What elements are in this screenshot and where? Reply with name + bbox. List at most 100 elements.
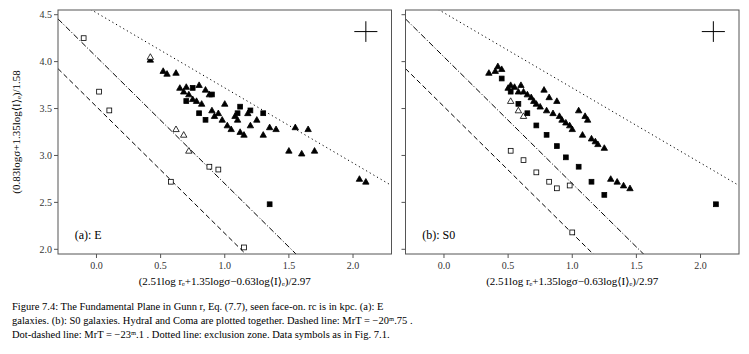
triangle-point	[228, 126, 234, 132]
triangle-point	[202, 87, 208, 93]
triangle-point	[160, 68, 166, 74]
square-point	[168, 179, 173, 184]
square-point	[563, 155, 568, 160]
x-tick	[443, 254, 444, 258]
triangle-point	[164, 71, 170, 77]
triangle-point	[305, 126, 311, 132]
square-point	[508, 89, 513, 94]
square-point	[508, 148, 513, 153]
panel: 0.00.51.01.52.0(b): S0(2.51log rₑ+1.35lo…	[402, 0, 740, 354]
y-tick	[402, 249, 406, 250]
x-tick	[636, 254, 637, 258]
triangle-point	[550, 110, 556, 116]
error-bar-y	[365, 21, 366, 42]
triangle-point	[546, 94, 552, 100]
square-point	[267, 202, 272, 207]
triangle-point	[595, 141, 601, 147]
line-dashed	[406, 69, 740, 254]
plot-area	[406, 10, 740, 254]
triangle-point	[260, 132, 266, 138]
y-tick	[402, 108, 406, 109]
x-tick-label: 2.0	[347, 260, 360, 271]
triangle-point	[499, 66, 505, 72]
triangle-point	[486, 70, 492, 76]
square-point	[547, 179, 552, 184]
caption-line: Dot-dashed line: MrT = −23ᵐ.1 . Dotted l…	[12, 329, 390, 340]
plot-frame	[58, 10, 392, 254]
triangle-point	[363, 179, 369, 185]
square-point	[576, 164, 581, 169]
square-point	[107, 108, 112, 113]
triangle-point	[286, 148, 292, 154]
square-point	[207, 164, 212, 169]
caption-line: galaxies. (b): S0 galaxies. HydraI and C…	[12, 315, 413, 327]
triangle-point	[219, 117, 225, 123]
triangle-point	[266, 124, 272, 130]
y-tick-label: 4.0	[40, 56, 53, 67]
y-axis-label: (0.83logσ+1.35log⟨I⟩ₑ)/1.58	[10, 70, 23, 194]
panel-label: (b): S0	[422, 228, 455, 242]
triangle-point	[254, 117, 260, 123]
square-point	[81, 36, 86, 41]
y-tick-label: 4.5	[40, 9, 53, 20]
triangle-point	[173, 70, 179, 76]
triangle-point	[533, 101, 539, 107]
triangle-point	[209, 107, 215, 113]
square-point	[235, 111, 240, 116]
square-point	[197, 111, 202, 116]
x-axis-label: (2.51log rₑ+1.35logσ−0.63log⟨I⟩ₑ)/2.97	[486, 275, 659, 288]
triangle-point	[608, 176, 614, 182]
background	[0, 0, 749, 354]
panel-label: (a): E	[75, 228, 102, 242]
triangle-point	[273, 126, 279, 132]
triangle-point	[147, 54, 153, 60]
x-tick	[508, 254, 509, 258]
triangle-point	[183, 84, 189, 90]
triangle-point	[198, 101, 204, 107]
x-tick	[160, 254, 161, 258]
y-tick	[54, 202, 58, 203]
triangle-point	[511, 84, 517, 90]
triangle-point	[299, 150, 305, 156]
x-tick	[96, 254, 97, 258]
y-tick	[402, 61, 406, 62]
square-point	[261, 111, 266, 116]
triangle-point	[520, 88, 526, 94]
x-tick	[288, 254, 289, 258]
triangle-point	[247, 122, 253, 128]
triangle-point	[224, 122, 230, 128]
triangle-point	[524, 91, 530, 97]
x-tick-label: 0.5	[502, 260, 515, 271]
triangle-point	[237, 129, 243, 135]
square-point	[714, 202, 719, 207]
square-point	[248, 108, 253, 113]
panel: 0.00.51.01.52.02.02.53.03.54.04.5(a): E(…	[10, 0, 392, 354]
y-tick-label: 3.5	[40, 103, 53, 114]
x-tick	[572, 254, 573, 258]
triangle-point	[507, 98, 513, 104]
y-tick-label: 3.0	[40, 150, 53, 161]
triangle-point	[495, 63, 501, 69]
triangle-point	[627, 185, 633, 191]
triangle-point	[181, 132, 187, 138]
triangle-point	[186, 148, 192, 154]
error-bar-y	[713, 21, 714, 42]
y-tick	[54, 108, 58, 109]
triangle-point	[584, 117, 590, 123]
line-dashed	[58, 69, 392, 254]
square-point	[242, 245, 247, 250]
triangle-point	[543, 107, 549, 113]
x-tick-label: 0.5	[154, 260, 167, 271]
y-tick	[54, 61, 58, 62]
x-tick-label: 1.5	[283, 260, 296, 271]
triangle-point	[311, 148, 317, 154]
y-tick	[402, 155, 406, 156]
triangle-point	[215, 110, 221, 116]
square-point	[190, 85, 195, 90]
x-tick	[224, 254, 225, 258]
x-tick	[700, 254, 701, 258]
triangle-point	[601, 145, 607, 151]
square-point	[216, 167, 221, 172]
y-tick	[402, 14, 406, 15]
triangle-point	[541, 87, 547, 93]
